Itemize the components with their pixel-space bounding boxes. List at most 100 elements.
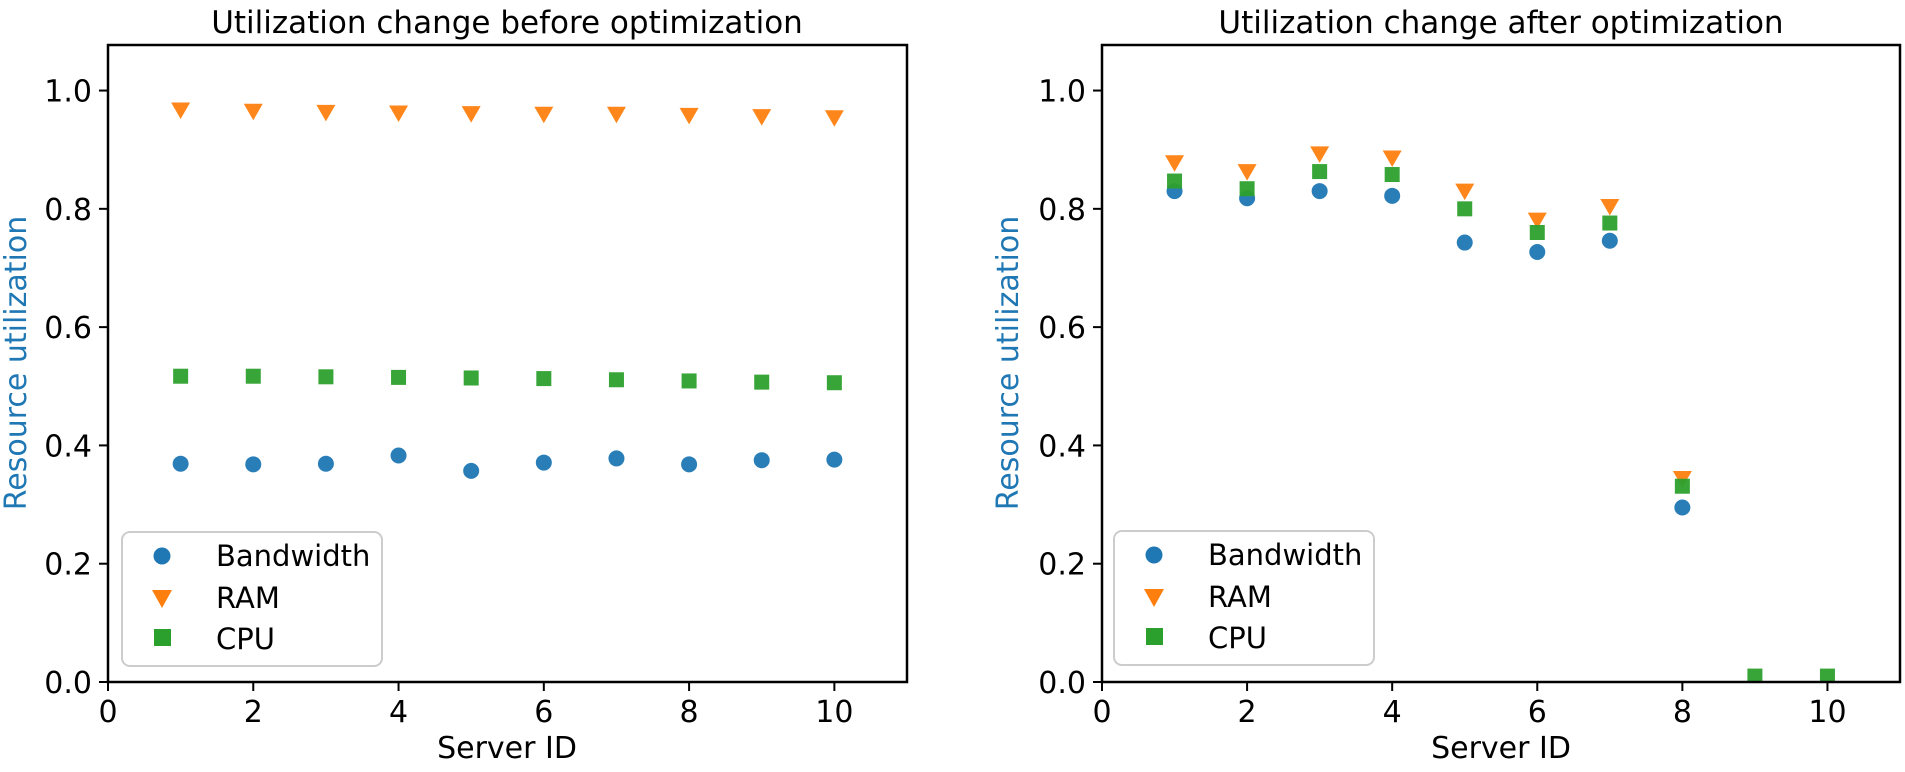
data-point-bandwidth: [826, 451, 843, 468]
data-point-bandwidth: [753, 452, 770, 469]
panel-after: Utilization change after optimization Se…: [991, 5, 1902, 766]
data-point-ram: [824, 110, 844, 127]
legend-before: Bandwidth RAM CPU: [121, 531, 383, 667]
data-point-ram: [1382, 150, 1402, 167]
legend-ram-label: RAM: [1208, 580, 1272, 614]
data-point-bandwidth: [1384, 187, 1401, 204]
data-point-cpu: [1312, 164, 1328, 180]
data-point-ram: [243, 103, 263, 121]
data-point-ram: [606, 106, 626, 124]
data-point-cpu: [608, 372, 624, 388]
legend-bandwidth-label: Bandwidth: [216, 539, 370, 573]
y-tick-label: 0.6: [1038, 311, 1086, 346]
panel-before: Utilization change before optimization S…: [0, 5, 909, 766]
y-tick-label: 0.6: [44, 311, 92, 346]
data-point-ram: [316, 104, 336, 122]
data-point-bandwidth: [317, 455, 334, 472]
data-point-cpu: [318, 369, 334, 385]
x-tick-label: 0: [1092, 695, 1111, 730]
data-point-ram: [171, 102, 191, 120]
data-point-bandwidth: [608, 450, 625, 467]
data-point-cpu: [1239, 181, 1255, 197]
data-point-ram: [1455, 183, 1475, 201]
legend-after: Bandwidth RAM CPU: [1113, 530, 1375, 666]
data-point-cpu: [826, 375, 842, 391]
data-point-cpu: [1819, 668, 1835, 682]
y-tick-label: 0.8: [44, 193, 92, 228]
data-point-bandwidth: [1601, 232, 1618, 249]
data-point-cpu: [1602, 215, 1618, 231]
data-point-cpu: [1457, 201, 1473, 217]
data-point-ram: [679, 107, 699, 125]
y-tick-label: 0.4: [1038, 429, 1086, 464]
data-point-bandwidth: [390, 447, 407, 464]
y-tick-label: 0.2: [1038, 548, 1086, 583]
data-point-ram: [389, 105, 409, 123]
data-point-bandwidth: [1311, 183, 1328, 200]
chart-title-before: Utilization change before optimization: [211, 5, 803, 41]
y-tick-label: 0.4: [44, 429, 92, 464]
data-point-cpu: [173, 368, 189, 384]
data-point-ram: [1527, 212, 1547, 230]
y-tick-label: 1.0: [1038, 75, 1086, 110]
data-point-cpu: [1674, 478, 1690, 494]
data-point-cpu: [681, 373, 697, 389]
x-axis-label-before: Server ID: [437, 731, 577, 766]
x-tick-label: 8: [1673, 695, 1692, 730]
data-point-bandwidth: [681, 456, 698, 473]
y-tick-label: 0.0: [44, 666, 92, 701]
data-point-bandwidth: [463, 462, 480, 479]
legend-ram-marker-icon: [1144, 589, 1164, 607]
legend-cpu-label: CPU: [1208, 621, 1267, 655]
data-point-cpu: [1384, 167, 1400, 183]
legend-cpu-marker-icon: [154, 629, 171, 646]
data-point-bandwidth: [245, 456, 262, 473]
y-tick-label: 0.2: [44, 548, 92, 583]
data-point-bandwidth: [172, 455, 189, 472]
x-axis-label-after: Server ID: [1431, 731, 1571, 766]
markers: [171, 102, 844, 479]
data-point-cpu: [391, 369, 407, 385]
legend-ram-marker-icon: [152, 590, 172, 608]
data-point-ram: [752, 109, 772, 126]
plot-border: [1100, 43, 1902, 684]
data-point-cpu: [245, 368, 261, 384]
legend-bandwidth-marker-icon: [1145, 546, 1163, 564]
data-point-ram: [1237, 164, 1257, 181]
y-tick-label: 0.0: [1038, 666, 1086, 701]
data-point-ram: [1310, 146, 1330, 163]
legend-box: [1113, 530, 1375, 666]
data-point-bandwidth: [535, 454, 552, 471]
plot-area-after: 0 2 4 6 8 10 0.0 0.2 0.4 0.6 0.8 1.0: [1038, 43, 1902, 730]
data-point-bandwidth: [1674, 499, 1691, 516]
data-point-cpu: [1167, 173, 1183, 189]
plot-area-before: 0 2 4 6 8 10 0.0 0.2 0.4 0.6 0.8 1.0: [44, 43, 909, 730]
y-axis-label-after: Resource utilization: [991, 216, 1026, 511]
y-tick-label: 1.0: [44, 75, 92, 110]
data-point-ram: [1600, 198, 1620, 216]
legend-cpu-label: CPU: [216, 622, 275, 656]
x-tick-label: 10: [1808, 695, 1846, 730]
x-tick-label: 0: [98, 695, 117, 730]
data-point-cpu: [754, 374, 770, 390]
legend-bandwidth-label: Bandwidth: [1208, 538, 1362, 572]
data-point-ram: [461, 106, 481, 123]
x-tick-label: 8: [680, 695, 699, 730]
markers: [1165, 146, 1835, 682]
plot-border: [106, 43, 909, 684]
x-tick-label: 4: [1383, 695, 1402, 730]
data-point-cpu: [463, 370, 479, 386]
data-point-ram: [1165, 155, 1185, 172]
data-point-cpu: [536, 371, 552, 387]
legend-cpu-marker-icon: [1146, 628, 1163, 645]
data-point-bandwidth: [1456, 234, 1473, 251]
legend-bandwidth-marker-icon: [153, 547, 171, 565]
data-point-bandwidth: [1529, 244, 1546, 261]
x-tick-label: 2: [1238, 695, 1257, 730]
legend-box: [121, 531, 383, 667]
data-point-cpu: [1747, 668, 1763, 682]
data-point-ram: [534, 106, 554, 124]
chart-title-after: Utilization change after optimization: [1218, 5, 1783, 41]
